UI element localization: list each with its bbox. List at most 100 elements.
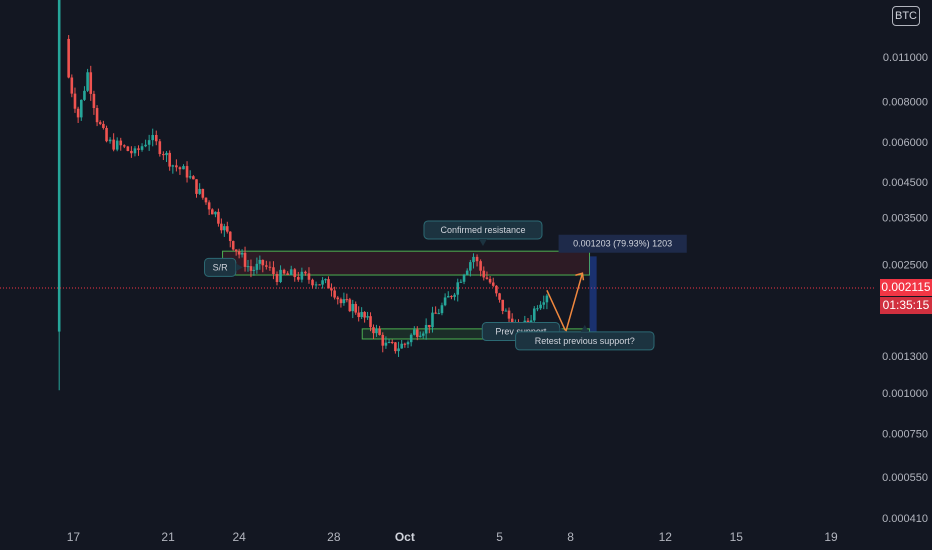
- candle-body: [418, 335, 422, 337]
- bar-countdown-badge: 01:35:15: [880, 296, 932, 314]
- candle-body: [286, 273, 289, 275]
- candle-body: [372, 327, 375, 334]
- callout-retest-support: Retest previous support?: [515, 324, 655, 351]
- candle-body: [165, 152, 168, 156]
- candle-body: [237, 251, 241, 255]
- candle-body: [255, 263, 259, 270]
- candle-body: [472, 256, 475, 263]
- candle-body: [397, 348, 400, 352]
- x-tick-label: 12: [659, 530, 673, 544]
- y-tick-label: 0.004500: [882, 177, 928, 189]
- candle-body: [450, 296, 453, 298]
- measure-readout: 0.001203 (79.93%) 1203: [558, 234, 687, 253]
- candle-body: [339, 299, 343, 304]
- candle-body: [108, 139, 112, 142]
- candle-body: [243, 252, 247, 267]
- candle-body: [272, 267, 275, 275]
- candle-body: [70, 77, 74, 94]
- candle-body: [498, 293, 501, 300]
- candle-body: [491, 282, 495, 286]
- x-tick-label: 24: [232, 530, 246, 544]
- candle-body: [231, 241, 235, 250]
- candle-body: [465, 270, 469, 275]
- candle-body: [158, 141, 162, 155]
- candle-body: [86, 72, 89, 91]
- candle-body: [443, 297, 447, 306]
- candle-body: [89, 72, 93, 94]
- callout-confirmed-resistance: Confirmed resistance: [423, 220, 543, 246]
- candle-body: [446, 296, 450, 298]
- candle-body: [137, 148, 140, 150]
- candle-body: [154, 134, 158, 142]
- candle-body: [279, 269, 282, 283]
- candle-body: [394, 342, 397, 352]
- candle-body: [198, 188, 201, 194]
- candle-body: [147, 140, 151, 145]
- candle-body: [482, 270, 486, 278]
- candle-body: [311, 279, 314, 286]
- candle-body: [182, 166, 185, 170]
- candle-body: [175, 165, 178, 168]
- candle-body: [406, 342, 410, 345]
- x-tick-label: 15: [730, 530, 744, 544]
- candle-body: [501, 299, 505, 311]
- candle-body: [246, 266, 250, 268]
- candle-body: [133, 148, 137, 154]
- candle-body: [130, 150, 133, 154]
- current-price-badge: 0.002115: [880, 278, 932, 296]
- candle-body: [119, 140, 123, 146]
- candle-body: [115, 140, 119, 150]
- candle-body: [428, 324, 431, 328]
- candle-body: [314, 284, 318, 286]
- candle-body: [57, 0, 61, 332]
- y-axis[interactable]: 0.011000 0.008000 0.006000 0.004500 0.003500…: [882, 52, 928, 525]
- candle-body: [162, 154, 165, 156]
- candle-body: [479, 261, 482, 271]
- candle-body: [536, 308, 539, 310]
- candle-body: [507, 310, 511, 319]
- candle-body: [225, 226, 229, 232]
- candle-body: [415, 329, 419, 337]
- x-tick-label: Oct: [395, 530, 415, 544]
- candle-body: [459, 281, 463, 283]
- y-tick-label: 0.006000: [882, 137, 928, 149]
- candle-body: [469, 262, 472, 271]
- candle-body: [79, 99, 83, 118]
- candle-body: [92, 93, 96, 109]
- candle-body: [144, 144, 147, 147]
- measure-range-box: [589, 256, 597, 339]
- callout-box: [558, 234, 687, 253]
- candle-body: [348, 299, 352, 312]
- candle-body: [440, 305, 444, 314]
- y-tick-label: 0.000550: [882, 472, 928, 484]
- currency-button[interactable]: BTC: [892, 6, 920, 26]
- x-tick-label: 8: [567, 530, 574, 544]
- candle-body: [488, 278, 492, 283]
- candle-body: [95, 108, 99, 123]
- candle-body: [357, 312, 360, 318]
- candle-body: [126, 146, 130, 151]
- zones-layer: [222, 250, 591, 340]
- candle-body: [545, 295, 549, 303]
- resistance-zone: [222, 250, 591, 276]
- candle-body: [76, 108, 80, 118]
- candle-body: [390, 341, 394, 343]
- candle-body: [351, 303, 355, 312]
- callout-sr: S/R: [204, 257, 243, 277]
- y-tick-label: 0.000750: [882, 428, 928, 440]
- x-axis[interactable]: 17 21 24 28 Oct 5 8 12 15 19: [67, 530, 838, 544]
- candle-body: [354, 303, 358, 313]
- candle-body: [434, 312, 437, 314]
- candle-body: [424, 324, 428, 334]
- candle-body: [102, 123, 105, 128]
- x-tick-label: 17: [67, 530, 81, 544]
- candle-body: [403, 343, 407, 345]
- candle-body: [333, 290, 336, 298]
- candle-body: [268, 266, 272, 268]
- candle-body: [201, 188, 205, 198]
- candle-body: [204, 197, 208, 203]
- candle-body: [381, 334, 385, 346]
- candle-body: [98, 122, 102, 124]
